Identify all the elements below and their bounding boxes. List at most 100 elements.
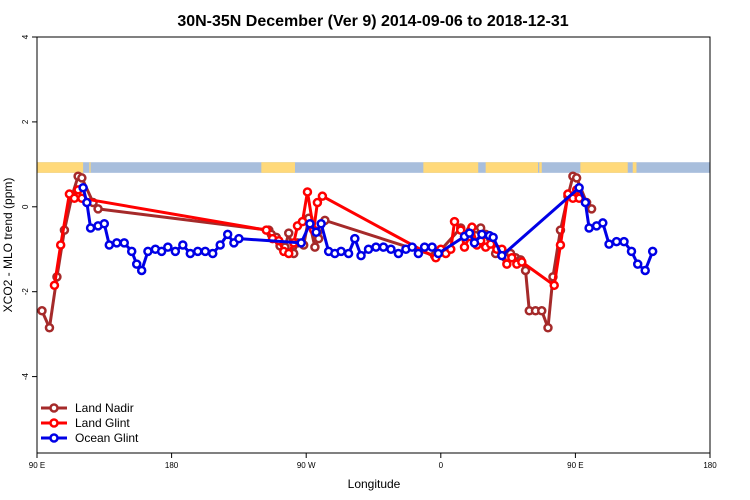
series-segment bbox=[552, 244, 562, 286]
data-point bbox=[619, 236, 629, 247]
data-point bbox=[296, 238, 306, 248]
data-point bbox=[178, 240, 188, 250]
data-point bbox=[55, 240, 66, 250]
data-point bbox=[37, 306, 47, 316]
data-point bbox=[112, 238, 122, 248]
land-band-span bbox=[632, 162, 637, 173]
data-point bbox=[305, 219, 315, 229]
land-band-span bbox=[485, 162, 539, 173]
land-band-span bbox=[580, 162, 628, 173]
x-tick-label: 180 bbox=[165, 461, 179, 470]
data-point bbox=[574, 182, 584, 193]
data-point bbox=[312, 197, 323, 208]
data-point bbox=[586, 204, 597, 214]
data-point bbox=[311, 227, 321, 238]
data-point bbox=[413, 248, 424, 259]
y-tick-label: 0 bbox=[21, 204, 30, 209]
data-point bbox=[549, 280, 559, 291]
data-point bbox=[477, 229, 487, 240]
data-point bbox=[336, 246, 346, 257]
data-point bbox=[78, 182, 88, 193]
series-segment bbox=[52, 244, 63, 286]
chart-title: 30N-35N December (Ver 9) 2014-09-06 to 2… bbox=[177, 13, 568, 30]
x-tick-label: 0 bbox=[439, 461, 444, 470]
data-point bbox=[584, 223, 594, 233]
plot-frame bbox=[36, 36, 711, 454]
data-point bbox=[297, 216, 308, 227]
land-band-span bbox=[539, 162, 542, 173]
data-point bbox=[543, 323, 553, 333]
x-axis-label: Longitude bbox=[348, 477, 401, 491]
series-segment bbox=[300, 191, 309, 222]
data-point bbox=[507, 252, 517, 263]
data-point bbox=[136, 265, 147, 276]
data-point bbox=[604, 239, 614, 249]
ocean-band bbox=[37, 162, 710, 173]
data-point bbox=[200, 246, 210, 257]
data-point bbox=[464, 228, 475, 238]
data-point bbox=[580, 197, 591, 208]
series-segment bbox=[520, 260, 556, 287]
data-point bbox=[371, 242, 381, 252]
land-band-span bbox=[89, 162, 91, 173]
series-segment bbox=[551, 229, 562, 278]
data-point bbox=[363, 244, 374, 254]
data-point bbox=[284, 228, 294, 238]
data-point bbox=[427, 242, 437, 252]
data-point bbox=[497, 250, 507, 261]
y-tick-label: 2 bbox=[21, 119, 30, 124]
series-segment bbox=[81, 196, 267, 232]
legend-item: Land Glint bbox=[41, 416, 130, 430]
data-point bbox=[49, 280, 60, 291]
data-point bbox=[185, 248, 196, 259]
data-point bbox=[433, 248, 444, 259]
x-tick-label: 90 E bbox=[29, 461, 45, 470]
data-point bbox=[131, 259, 142, 269]
x-tick-label: 90 W bbox=[297, 461, 316, 470]
legend-label: Land Glint bbox=[75, 416, 130, 430]
data-point bbox=[386, 244, 396, 254]
data-point bbox=[632, 259, 643, 269]
series-segment bbox=[437, 235, 466, 255]
data-point bbox=[316, 219, 326, 229]
legend-label: Ocean Glint bbox=[75, 431, 139, 445]
data-point bbox=[99, 219, 110, 229]
x-tick-label: 180 bbox=[703, 461, 717, 470]
series-segment bbox=[59, 193, 71, 246]
land-band-span bbox=[261, 162, 295, 173]
data-point bbox=[407, 242, 417, 252]
data-point bbox=[163, 242, 173, 252]
data-point bbox=[284, 248, 294, 259]
data-point bbox=[488, 232, 498, 243]
data-point bbox=[356, 250, 366, 261]
data-point bbox=[170, 246, 181, 257]
data-point bbox=[343, 248, 354, 259]
data-point bbox=[93, 204, 103, 214]
legend-item: Land Nadir bbox=[41, 401, 134, 415]
legend-swatch-marker bbox=[49, 403, 59, 413]
data-point bbox=[555, 240, 566, 250]
data-point bbox=[502, 259, 512, 269]
data-point bbox=[520, 265, 531, 276]
data-point bbox=[215, 240, 225, 250]
data-point bbox=[234, 233, 244, 244]
data-point bbox=[459, 242, 470, 252]
data-series bbox=[37, 171, 658, 333]
land-band-span bbox=[423, 162, 479, 173]
data-point bbox=[640, 265, 650, 276]
data-point bbox=[82, 197, 92, 208]
data-point bbox=[393, 248, 404, 259]
data-point bbox=[647, 246, 658, 257]
legend-swatch-marker bbox=[49, 418, 59, 428]
data-point bbox=[77, 173, 87, 183]
data-point bbox=[626, 246, 637, 257]
data-point bbox=[598, 218, 608, 228]
data-point bbox=[126, 246, 137, 257]
data-point bbox=[469, 238, 480, 248]
data-point bbox=[261, 225, 272, 235]
data-point bbox=[302, 187, 313, 197]
y-axis: -4 -2 0 2 4 bbox=[21, 34, 37, 380]
legend-label: Land Nadir bbox=[75, 401, 134, 415]
legend-item: Ocean Glint bbox=[41, 431, 139, 445]
